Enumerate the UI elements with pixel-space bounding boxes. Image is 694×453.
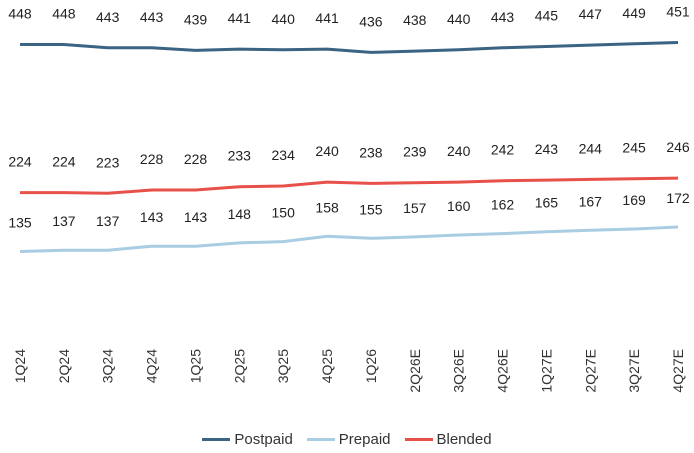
x-tick-label: 2Q27E <box>582 349 598 393</box>
x-tick-label: 1Q26 <box>363 349 379 383</box>
data-label-postpaid: 443 <box>491 9 515 25</box>
series-lines <box>19 41 679 253</box>
legend-label: Blended <box>436 430 492 448</box>
data-label-postpaid: 438 <box>403 12 427 28</box>
data-label-postpaid: 441 <box>315 10 339 26</box>
data-label-prepaid: 143 <box>140 209 164 225</box>
data-label-blended: 228 <box>140 151 164 167</box>
data-label-blended: 240 <box>447 143 471 159</box>
data-label-blended: 240 <box>315 143 339 159</box>
x-tick-label: 2Q26E <box>407 349 423 393</box>
data-label-postpaid: 448 <box>8 6 32 22</box>
data-label-blended: 244 <box>579 140 603 156</box>
data-label-blended: 238 <box>359 144 383 160</box>
data-label-postpaid: 443 <box>96 9 120 25</box>
x-tick-label: 3Q26E <box>451 349 467 393</box>
legend: Postpaid Prepaid Blended <box>0 428 694 450</box>
legend-item-prepaid: Prepaid <box>306 430 391 448</box>
x-axis-ticks: 1Q24 2Q24 3Q24 4Q24 1Q25 2Q25 3Q25 4Q25 1Q26 2Q26… <box>12 349 686 393</box>
data-labels: 448 448 443 443 439 441 440 441 436 438 440 443 445 4… <box>8 4 690 231</box>
data-label-postpaid: 439 <box>184 11 208 27</box>
legend-swatch <box>202 437 231 441</box>
series-line-postpaid <box>20 41 679 54</box>
data-label-blended: 228 <box>184 151 208 167</box>
legend-label: Postpaid <box>234 430 293 448</box>
x-tick-label: 4Q27E <box>670 349 686 393</box>
x-tick-label: 1Q24 <box>12 349 28 383</box>
series-line-blended <box>20 176 679 195</box>
x-tick-label: 4Q25 <box>319 349 335 383</box>
x-tick-label: 4Q24 <box>144 349 160 383</box>
data-label-prepaid: 148 <box>228 206 252 222</box>
x-tick-label: 1Q27E <box>538 349 554 393</box>
data-label-prepaid: 169 <box>622 192 646 208</box>
data-label-prepaid: 157 <box>403 200 427 216</box>
legend-label: Prepaid <box>338 430 391 448</box>
data-label-blended: 233 <box>228 148 252 164</box>
x-tick-label: 2Q25 <box>231 349 247 383</box>
data-label-blended: 245 <box>622 140 646 156</box>
x-tick-label: 3Q27E <box>626 349 642 393</box>
data-label-blended: 242 <box>491 142 515 158</box>
legend-swatch <box>404 437 433 441</box>
series-line-prepaid <box>19 225 679 253</box>
data-label-postpaid: 436 <box>359 13 383 29</box>
data-label-prepaid: 172 <box>666 190 690 206</box>
data-label-postpaid: 451 <box>666 4 690 20</box>
data-label-prepaid: 158 <box>315 199 339 215</box>
data-label-postpaid: 440 <box>447 11 471 27</box>
x-tick-label: 2Q24 <box>56 349 72 383</box>
data-label-prepaid: 137 <box>96 213 120 229</box>
data-label-blended: 223 <box>96 154 120 170</box>
legend-swatch <box>306 437 335 441</box>
data-label-postpaid: 449 <box>622 5 646 21</box>
data-label-postpaid: 447 <box>579 6 603 22</box>
data-label-blended: 246 <box>666 139 690 155</box>
data-label-postpaid: 445 <box>535 8 559 24</box>
data-label-blended: 243 <box>535 141 559 157</box>
data-label-prepaid: 143 <box>184 209 208 225</box>
x-tick-label: 3Q24 <box>100 349 116 383</box>
data-label-postpaid: 440 <box>272 11 296 27</box>
data-label-blended: 224 <box>52 154 76 170</box>
data-label-prepaid: 160 <box>447 198 471 214</box>
data-label-postpaid: 441 <box>228 10 252 26</box>
data-label-prepaid: 167 <box>579 193 603 209</box>
data-label-blended: 239 <box>403 144 427 160</box>
data-label-prepaid: 137 <box>52 213 76 229</box>
data-label-postpaid: 448 <box>52 6 76 22</box>
data-label-prepaid: 165 <box>535 195 559 211</box>
data-label-blended: 234 <box>272 147 296 163</box>
x-tick-label: 1Q25 <box>188 349 204 383</box>
legend-item-blended: Blended <box>404 430 492 448</box>
data-label-prepaid: 150 <box>272 205 296 221</box>
data-label-prepaid: 155 <box>359 201 383 217</box>
x-tick-label: 4Q26E <box>495 349 511 393</box>
data-label-prepaid: 135 <box>8 215 32 231</box>
x-tick-label: 3Q25 <box>275 349 291 383</box>
line-chart: 448 448 443 443 439 441 440 441 436 438 440 443 445 4… <box>8 4 690 393</box>
legend-item-postpaid: Postpaid <box>202 430 293 448</box>
data-label-prepaid: 162 <box>491 197 515 213</box>
data-label-postpaid: 443 <box>140 9 164 25</box>
data-label-blended: 224 <box>8 154 32 170</box>
